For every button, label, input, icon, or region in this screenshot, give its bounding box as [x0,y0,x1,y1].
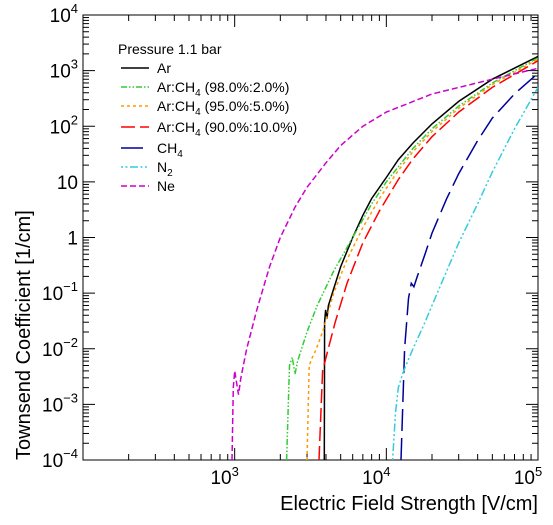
y-tick-label: 102 [50,112,78,138]
x-tick-label: 105 [514,464,542,489]
series-line-5 [391,87,538,460]
series-line-2 [306,58,538,460]
tick-labels: 103 104 105 10−4 10−3 10−2 10−1 1 10 102 103 104 [42,1,542,489]
legend-label-3: Ar:CH4 (90.0%:10.0%) [157,119,297,139]
x-axis-title: Electric Field Strength [V/cm] [280,493,538,515]
y-tick-label: 10−1 [42,279,78,305]
legend-label-1: Ar:CH4 (98.0%:2.0%) [157,79,289,99]
plot-frame [82,14,539,461]
y-axis-title: Townsend Coefficient [1/cm] [13,210,35,460]
y-tick-label: 10−3 [42,390,78,416]
legend-title: Pressure 1.1 bar [118,41,222,57]
series-line-4 [400,72,538,460]
series-line-1 [285,57,538,460]
x-tick-label: 103 [210,464,238,489]
y-tick-label: 10−2 [42,335,78,361]
axis-ticks [82,15,538,461]
data-series [231,55,538,460]
y-tick-label: 104 [50,1,78,27]
legend-label-2: Ar:CH4 (95.0%:5.0%) [157,98,289,118]
series-line-0 [323,55,538,460]
y-tick-label: 10−4 [42,446,78,472]
series-line-3 [318,60,538,460]
legend-label-0: Ar [157,60,171,76]
series-line-6 [231,67,538,460]
legend-label-6: Ne [157,178,175,194]
y-tick-label: 10 [57,173,78,194]
legend-label-5: N2 [157,159,173,179]
legend-label-4: CH4 [157,140,183,160]
x-tick-label: 104 [362,464,390,489]
y-tick-label: 1 [67,229,78,250]
y-tick-label: 103 [50,57,78,83]
